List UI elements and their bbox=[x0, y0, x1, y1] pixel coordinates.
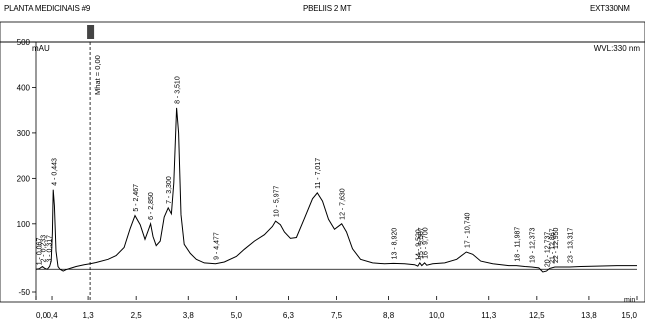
chromatogram-run-name: PBELIIS 2 MT bbox=[303, 4, 352, 13]
y-tick-label: 200 bbox=[17, 174, 31, 183]
peak-label: 18 - 11,987 bbox=[514, 227, 521, 262]
peak-label: 6 - 2,850 bbox=[148, 192, 155, 220]
peak-label: 1 - 0,067 bbox=[37, 238, 44, 266]
peak-label: 22 - 12,950 bbox=[553, 227, 560, 263]
wavelength-label: WVL:330 nm bbox=[594, 44, 641, 53]
y-tick-label: 300 bbox=[17, 129, 31, 138]
x-tick-label: 0,4 bbox=[46, 311, 58, 320]
x-tick-label: 2,5 bbox=[131, 311, 143, 320]
peak-label: 23 - 13,317 bbox=[568, 227, 575, 263]
chromatogram-sample-name: PLANTA MEDICINAIS #9 bbox=[4, 4, 91, 13]
x-tick-label: 10,0 bbox=[429, 311, 445, 320]
chromatogram-method-name: EXT330NM bbox=[590, 4, 630, 13]
x-tick-label: 13,8 bbox=[581, 311, 597, 320]
y-tick-label: 500 bbox=[17, 38, 31, 47]
peak-label: 2 - 0,233 bbox=[40, 235, 47, 263]
x-tick-label: 7,5 bbox=[331, 311, 343, 320]
marker-block bbox=[87, 25, 95, 39]
peak-label: 15 - 9,587 bbox=[418, 227, 425, 259]
peak-label: 14 - 9,520 bbox=[415, 229, 422, 261]
x-tick-label: 0,0 bbox=[36, 311, 48, 320]
x-tick-label: 12,5 bbox=[529, 311, 545, 320]
peak-label: 9 - 4,477 bbox=[213, 232, 220, 260]
peak-label: 5 - 2,467 bbox=[133, 184, 140, 212]
y-tick-label: -50 bbox=[18, 288, 30, 297]
peak-label: 17 - 10,740 bbox=[464, 212, 471, 248]
peak-label: 12 - 7,630 bbox=[340, 188, 347, 220]
y-tick-label: 100 bbox=[17, 220, 31, 229]
marker-label: Mhat = 0,00 bbox=[93, 55, 102, 95]
peak-label: 11 - 7,017 bbox=[315, 158, 322, 189]
x-tick-label: 6,3 bbox=[283, 311, 295, 320]
x-tick-label: 11,3 bbox=[481, 311, 497, 320]
chart-axes bbox=[0, 21, 645, 303]
x-tick-label: 8,8 bbox=[383, 311, 395, 320]
peak-label: 21 - 12,867 bbox=[550, 228, 557, 264]
x-axis-unit: min bbox=[624, 297, 635, 304]
x-tick-label: 1,3 bbox=[83, 311, 95, 320]
peak-label: 4 - 0,443 bbox=[52, 158, 59, 186]
peak-label: 3 - 0,317 bbox=[47, 235, 54, 263]
y-axis-unit: mAU bbox=[32, 44, 50, 53]
peak-label: 10 - 5,977 bbox=[273, 185, 280, 217]
chromatogram-series-line bbox=[35, 107, 637, 273]
peak-label: 19 - 12,373 bbox=[530, 227, 537, 263]
peak-label: 7 - 3,300 bbox=[166, 176, 173, 204]
chart-annotations: mAU min WVL:330 nm Mhat = 0,00 bbox=[32, 25, 640, 304]
peak-label: 13 - 8,920 bbox=[391, 228, 398, 260]
chromatogram-trace bbox=[35, 107, 637, 273]
top-marker-strip bbox=[0, 21, 645, 43]
x-tick-label: 5,0 bbox=[231, 311, 243, 320]
chart-ticks: -50 100 200 300 400 500 0,0 0,4 1,3 2,5 3,8 5,0 6,3 7… bbox=[17, 38, 638, 320]
x-tick-label: 3,8 bbox=[183, 311, 195, 320]
y-tick-label: 400 bbox=[17, 83, 31, 92]
x-tick-label: 15,0 bbox=[621, 311, 637, 320]
peak-label: 20 - 12,737 bbox=[544, 232, 551, 268]
peak-label: 16 - 9,700 bbox=[423, 227, 430, 259]
peak-label: 8 - 3,510 bbox=[175, 76, 182, 104]
plot-frame bbox=[0, 41, 645, 303]
